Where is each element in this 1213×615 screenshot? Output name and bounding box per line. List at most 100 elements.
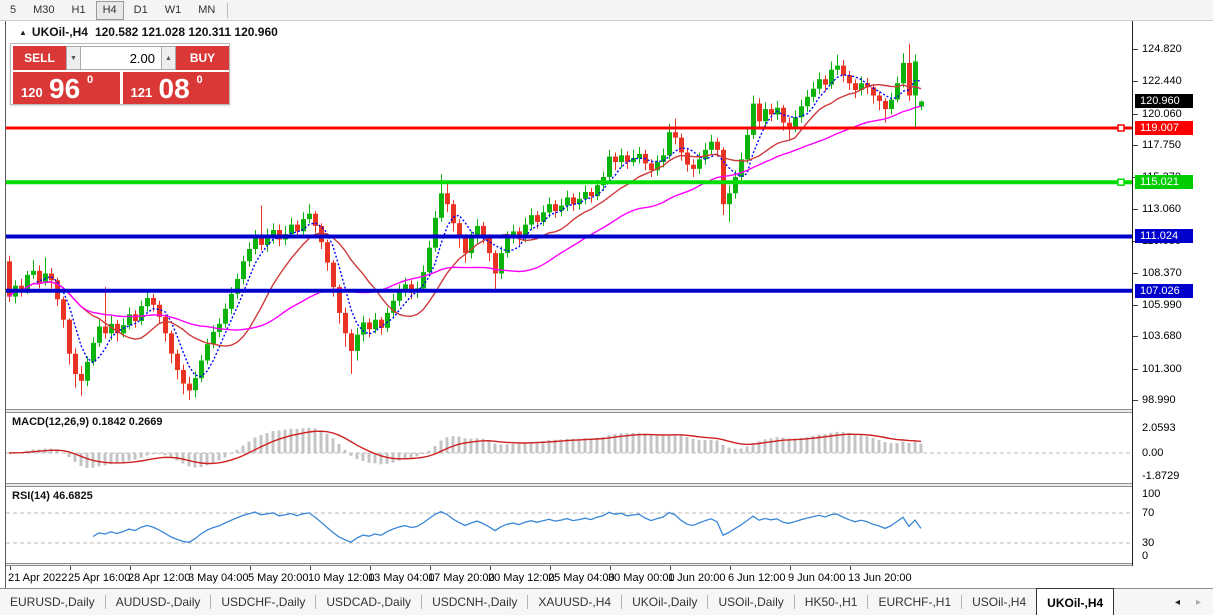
sell-price-prefix: 120 bbox=[21, 85, 43, 100]
timeframe-button-MN[interactable]: MN bbox=[198, 3, 216, 16]
candle-body bbox=[31, 270, 36, 275]
candle-body bbox=[163, 317, 168, 334]
symbol-tab-UKOil-,Daily[interactable]: UKOil-,Daily bbox=[632, 595, 698, 609]
macd-values: 0.1842 0.2669 bbox=[92, 416, 163, 428]
price-tick-label: 101.300 bbox=[1142, 363, 1182, 375]
ma-mid-line bbox=[8, 83, 922, 347]
buy-button[interactable]: BUY bbox=[176, 46, 229, 70]
symbol-tab-HK50-,H1[interactable]: HK50-,H1 bbox=[804, 595, 858, 609]
scroll-left-arrow-icon[interactable]: ◂ bbox=[1174, 596, 1180, 608]
candle-body bbox=[727, 193, 732, 205]
candle-body bbox=[445, 193, 450, 205]
rsi-plot[interactable] bbox=[6, 487, 1132, 563]
candle-body bbox=[343, 312, 348, 334]
timeframe-button-D1[interactable]: D1 bbox=[133, 3, 148, 16]
price-tick-label: 117.750 bbox=[1142, 139, 1181, 151]
symbol-tab-AUDUSD-,Daily[interactable]: AUDUSD-,Daily bbox=[115, 595, 201, 609]
symbol-tab-USOil-,Daily[interactable]: USOil-,Daily bbox=[718, 595, 784, 609]
symbol-tab-EURCHF-,H1[interactable]: EURCHF-,H1 bbox=[878, 595, 952, 609]
symbol-tab-XAUUSD-,H4[interactable]: XAUUSD-,H4 bbox=[538, 595, 612, 609]
volume-input[interactable]: 2.00 bbox=[81, 46, 161, 70]
symbol-tab-USDCNH-,Daily[interactable]: USDCNH-,Daily bbox=[432, 595, 518, 609]
symbol-tab-USDCHF-,Daily[interactable]: USDCHF-,Daily bbox=[221, 595, 306, 609]
time-axis-tick bbox=[850, 566, 851, 570]
price-badge: 115.021 bbox=[1135, 175, 1193, 189]
candle-body bbox=[607, 156, 612, 177]
timeframe-button-M30[interactable]: M30 bbox=[33, 3, 55, 16]
panel-splitter[interactable] bbox=[6, 409, 1213, 413]
candle-body bbox=[529, 215, 534, 225]
time-axis-label: 17 May 20:00 bbox=[428, 572, 495, 584]
trade-controls-row: SELL ▼ 2.00 ▲ BUY bbox=[13, 46, 229, 70]
sell-price-button[interactable]: 120 96 0 bbox=[13, 72, 120, 104]
candle-body bbox=[823, 79, 828, 85]
candle-body bbox=[223, 308, 228, 324]
tab-separator bbox=[315, 595, 317, 609]
panel-splitter[interactable] bbox=[6, 483, 1213, 487]
time-axis-label: 1 Jun 20:00 bbox=[668, 572, 726, 584]
candle-body bbox=[739, 159, 744, 177]
one-click-trading-panel: SELL ▼ 2.00 ▲ BUY 120 96 0 121 08 0 bbox=[10, 43, 230, 105]
price-badge: 120.960 bbox=[1135, 94, 1193, 108]
collapse-trade-panel-icon[interactable]: ▲ bbox=[19, 28, 27, 37]
candle-body bbox=[259, 235, 264, 245]
symbol-tab-EURUSD-,Daily[interactable]: EURUSD-,Daily bbox=[10, 595, 95, 609]
macd-plot[interactable] bbox=[6, 413, 1132, 483]
candle-body bbox=[265, 238, 270, 245]
chart-title: ▲ UKOil-,H4 120.582 121.028 120.311 120.96… bbox=[19, 25, 278, 39]
price-axis[interactable]: 124.820122.440120.060117.750115.370113.0… bbox=[1132, 21, 1213, 566]
timeframe-button-5[interactable]: 5 bbox=[10, 3, 17, 16]
candle-body bbox=[691, 164, 696, 169]
macd-axis-label: -1.8729 bbox=[1142, 470, 1180, 482]
buy-price-button[interactable]: 121 08 0 bbox=[122, 72, 229, 104]
symbol-tab-UKOil-,H4[interactable]: UKOil-,H4 bbox=[1036, 588, 1115, 615]
candle-body bbox=[811, 88, 816, 97]
panel-splitter[interactable] bbox=[6, 563, 1213, 566]
candle-body bbox=[229, 293, 234, 309]
volume-increase-button[interactable]: ▲ bbox=[161, 46, 176, 70]
time-axis-tick bbox=[310, 566, 311, 570]
candle-body bbox=[625, 155, 630, 163]
timeframe-button-W1[interactable]: W1 bbox=[164, 3, 182, 16]
price-badge: 107.026 bbox=[1135, 284, 1193, 298]
price-tick-label: 98.990 bbox=[1142, 394, 1176, 406]
candle-body bbox=[661, 155, 666, 163]
candle-body bbox=[331, 262, 336, 288]
time-axis-tick bbox=[10, 566, 11, 570]
time-axis-label: 28 Apr 12:00 bbox=[128, 572, 191, 584]
candle-body bbox=[469, 238, 474, 254]
candle-body bbox=[79, 374, 84, 381]
time-axis-tick bbox=[190, 566, 191, 570]
candle-body bbox=[697, 159, 702, 169]
price-tick bbox=[1133, 114, 1138, 115]
tab-scroll-arrows: ◂ ▸ bbox=[1175, 589, 1213, 615]
scroll-right-arrow-icon[interactable]: ▸ bbox=[1195, 596, 1201, 608]
rsi-name: RSI(14) bbox=[12, 490, 50, 502]
timeframe-button-H1[interactable]: H1 bbox=[71, 3, 86, 16]
candle-body bbox=[205, 344, 210, 361]
chart-symbol-label: UKOil-,H4 bbox=[31, 25, 88, 39]
candle-body bbox=[901, 62, 906, 84]
sell-button[interactable]: SELL bbox=[13, 46, 66, 70]
timeframe-button-H4[interactable]: H4 bbox=[95, 0, 124, 20]
candle-body bbox=[853, 83, 858, 90]
macd-signal-line bbox=[8, 430, 922, 465]
candle-body bbox=[631, 158, 636, 163]
candle-body bbox=[655, 162, 660, 171]
tab-separator bbox=[104, 595, 106, 609]
candle-body bbox=[589, 192, 594, 197]
candle-body bbox=[709, 141, 714, 150]
price-badge: 119.007 bbox=[1135, 121, 1193, 135]
symbol-tab-USOil-,H4[interactable]: USOil-,H4 bbox=[972, 595, 1027, 609]
toolbar-separator bbox=[227, 2, 229, 18]
candle-body bbox=[307, 213, 312, 220]
candle-body bbox=[667, 132, 672, 156]
candle-body bbox=[37, 270, 42, 283]
line-handle[interactable] bbox=[1117, 124, 1125, 132]
candle-body bbox=[379, 319, 384, 328]
line-handle[interactable] bbox=[1117, 178, 1125, 186]
volume-decrease-button[interactable]: ▼ bbox=[66, 46, 81, 70]
time-axis-tick bbox=[130, 566, 131, 570]
time-axis[interactable]: 21 Apr 2022 25 Apr 16:00 28 Apr 12:00 3 May… bbox=[6, 566, 1213, 588]
symbol-tab-USDCAD-,Daily[interactable]: USDCAD-,Daily bbox=[326, 595, 412, 609]
